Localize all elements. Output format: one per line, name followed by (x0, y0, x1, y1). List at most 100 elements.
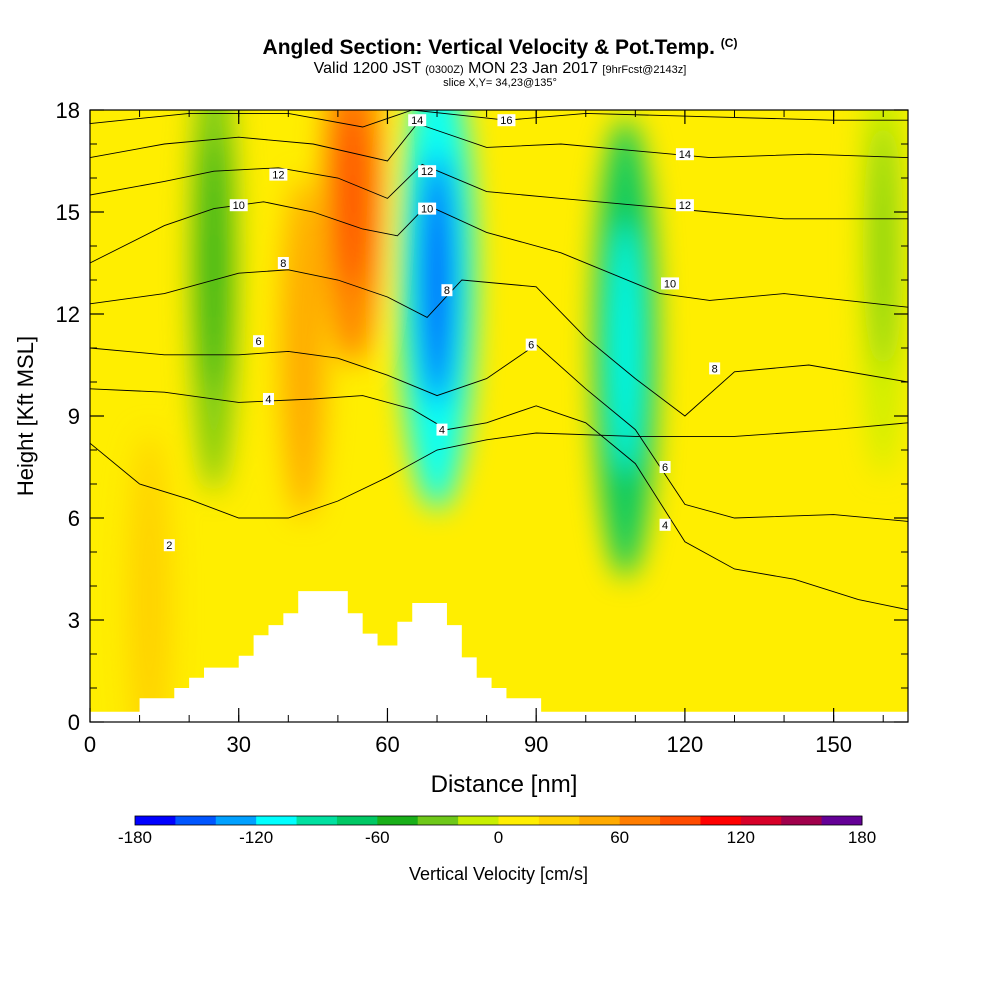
contour-12 (90, 163, 908, 220)
contour-label-text: 8 (280, 258, 286, 270)
colorbar-tick-label: 0 (494, 828, 503, 847)
y-tick-label: 18 (56, 98, 80, 123)
colorbar-swatch (377, 816, 419, 825)
colorbar-swatch (740, 816, 782, 825)
chart-title-main: Angled Section: Vertical Velocity & Pot.… (262, 36, 715, 59)
chart-valid-time: Valid 1200 JST (0300Z) MON 23 Jan 2017 [… (0, 60, 1000, 78)
colorbar-swatch (700, 816, 742, 825)
valid-time-local: Valid 1200 JST (313, 60, 421, 77)
contour-label-text: 16 (500, 115, 512, 127)
chart-title: Angled Section: Vertical Velocity & Pot.… (0, 36, 1000, 60)
contour-label: 6 (525, 338, 537, 352)
contour-label: 6 (659, 461, 671, 474)
valid-time-utc: (0300Z) (425, 64, 464, 76)
contour-4 (90, 388, 908, 611)
contour-label: 8 (441, 284, 453, 297)
y-axis-label: Height [Kft MSL] (13, 336, 38, 496)
contour-label-text: 4 (265, 394, 271, 406)
contour-label-text: 12 (421, 166, 433, 178)
colorbar-swatch (175, 816, 217, 825)
valid-date: MON 23 Jan 2017 (468, 60, 598, 77)
contour-label: 12 (269, 168, 288, 182)
colorbar-swatch (458, 816, 499, 825)
y-tick-label: 15 (56, 200, 80, 225)
contour-label: 2 (163, 539, 175, 552)
colorbar-tick-label: -180 (118, 828, 152, 847)
x-tick-label: 30 (226, 732, 250, 757)
contour-label: 10 (229, 199, 248, 212)
y-tick-label: 0 (68, 710, 80, 735)
colorbar-swatch (215, 816, 257, 825)
contour-label-text: 10 (664, 278, 676, 290)
contour-label-text: 4 (662, 520, 668, 532)
slice-info: slice X,Y= 34,23@135° (443, 77, 557, 89)
x-tick-label: 0 (84, 732, 96, 757)
x-axis-label: Distance [nm] (431, 771, 578, 798)
x-tick-label: 120 (667, 732, 704, 757)
contour-label: 16 (497, 114, 516, 127)
contour-2 (90, 422, 908, 519)
contour-label: 14 (408, 114, 427, 127)
contour-label-text: 6 (528, 340, 534, 352)
colorbar-swatch (336, 816, 378, 825)
colorbar-swatch (781, 816, 823, 825)
colorbar-swatch (619, 816, 661, 825)
velocity-core-downdraft (609, 221, 642, 475)
colorbar-label: Vertical Velocity [cm/s] (409, 864, 588, 884)
contour-label: 8 (709, 362, 721, 375)
colorbar-swatch (660, 816, 701, 825)
colorbar-swatch (821, 816, 863, 825)
terrain (90, 591, 908, 722)
contour-label-text: 4 (439, 425, 445, 437)
colorbar-tick-label: -60 (365, 828, 390, 847)
contour-label: 12 (675, 199, 694, 212)
contour-label: 10 (661, 277, 680, 290)
contour-8 (90, 269, 908, 417)
x-tick-label: 60 (375, 732, 399, 757)
contour-label-text: 14 (679, 149, 691, 161)
contour-label-text: 12 (272, 170, 284, 182)
y-tick-label: 9 (68, 404, 80, 429)
colorbar-tick-label: 120 (727, 828, 755, 847)
contour-label-text: 8 (712, 363, 718, 375)
contour-label: 10 (418, 202, 437, 216)
colorbar-swatch (417, 816, 459, 825)
velocity-core-updraft (138, 509, 161, 697)
colorbar-tick-label: 180 (848, 828, 876, 847)
velocity-core-updraft (338, 110, 368, 289)
contour-label: 4 (262, 393, 274, 406)
velocity-core-downdraft (202, 136, 226, 390)
colorbar-tick-label: 60 (610, 828, 629, 847)
colorbar-swatch (135, 816, 176, 825)
contour-label-text: 2 (166, 540, 172, 552)
chart-title-suffix: (C) (720, 36, 738, 50)
y-tick-label: 12 (56, 302, 80, 327)
contour-label-text: 12 (679, 200, 691, 212)
forecast-info: [9hrFcst@2143z] (602, 64, 687, 76)
contour-label: 6 (253, 335, 265, 348)
contour-label: 4 (659, 518, 671, 532)
contour-label-text: 6 (662, 462, 668, 474)
x-tick-label: 90 (524, 732, 548, 757)
x-tick-label: 150 (815, 732, 852, 757)
contour-6 (90, 344, 908, 522)
contour-label: 4 (436, 423, 448, 437)
colorbar-swatch (256, 816, 298, 825)
contour-label-text: 6 (255, 336, 261, 348)
contour-label: 8 (277, 257, 289, 270)
y-tick-label: 6 (68, 506, 80, 531)
velocity-field (127, 110, 906, 722)
colorbar-swatch (579, 816, 621, 825)
colorbar-tick-label: -120 (239, 828, 273, 847)
colorbar-swatch (538, 816, 580, 825)
contour-label-text: 14 (411, 115, 423, 127)
velocity-core-downdraft (872, 119, 895, 373)
y-tick-label: 3 (68, 608, 80, 633)
velocity-core-updraft (291, 254, 315, 442)
colorbar-swatch (498, 816, 540, 825)
contour-label-text: 8 (444, 285, 450, 297)
velocity-core-downdraft (417, 153, 457, 407)
contour-label-text: 10 (233, 200, 245, 212)
colorbar-swatch (296, 816, 338, 825)
